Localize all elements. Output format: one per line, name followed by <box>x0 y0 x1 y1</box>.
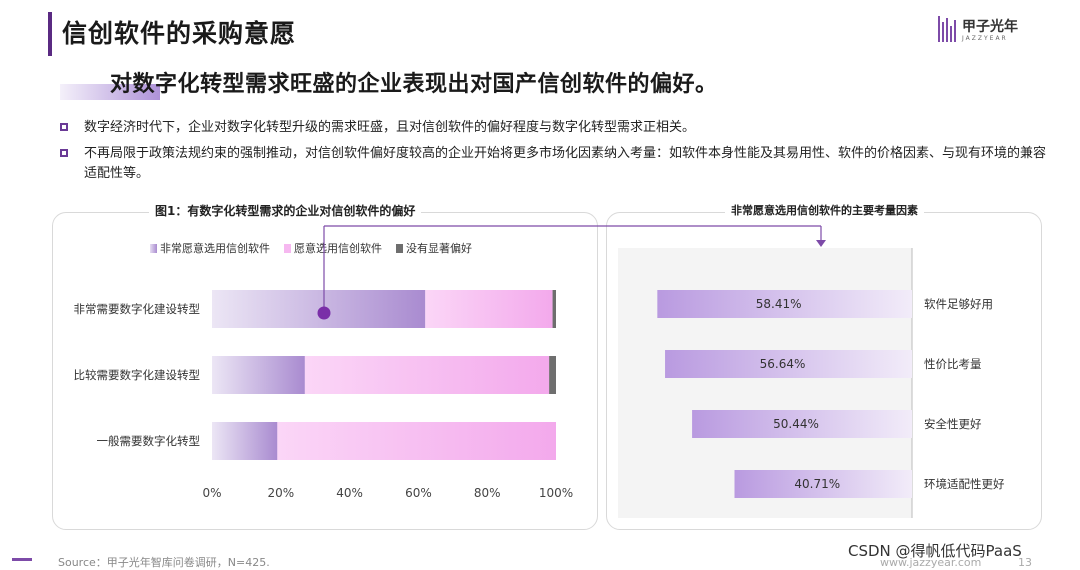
bullet-square-icon <box>60 123 68 131</box>
logo-bars-icon <box>938 16 956 42</box>
x-tick-label: 20% <box>267 486 294 500</box>
bar-segment <box>549 356 556 394</box>
bar-value-label: 40.71% <box>794 477 840 491</box>
left-chart: 0% 20% 40% 60% 80% 100% 非常需要数字化建设转型比较需要数字化建设转型… <box>74 290 573 500</box>
bar-segment <box>304 356 550 394</box>
bar-segment <box>552 290 556 328</box>
legend-swatch <box>396 243 403 253</box>
title-accent-bar <box>48 12 52 56</box>
bullet-square-icon <box>60 149 68 157</box>
factor-label: 环境适配性更好 <box>924 477 1005 491</box>
legend-item: 愿意选用信创软件 <box>284 240 382 256</box>
bar-value-label: 50.44% <box>773 417 819 431</box>
x-tick-label: 40% <box>336 486 363 500</box>
bar-segment <box>212 422 278 460</box>
legend-label: 没有显著偏好 <box>406 242 472 255</box>
source-note: Source：甲子光年智库问卷调研，N=425. <box>58 556 270 569</box>
factor-bar <box>734 470 912 498</box>
right-chart-title: 非常愿意选用信创软件的主要考量因素 <box>725 202 924 218</box>
bullet-text: 数字经济时代下，企业对数字化转型升级的需求旺盛，且对信创软件的偏好程度与数字化转… <box>84 120 696 135</box>
chart-legend: 非常愿意选用信创软件 愿意选用信创软件 没有显著偏好 <box>150 240 472 256</box>
x-tick-label: 0% <box>202 486 221 500</box>
logo-subtext: JAZZYEAR <box>962 35 1008 42</box>
left-chart-title: 图1：有数字化转型需求的企业对信创软件的偏好 <box>149 202 422 219</box>
bullet-item: 数字经济时代下，企业对数字化转型升级的需求旺盛，且对信创软件的偏好程度与数字化转… <box>60 118 1050 138</box>
legend-item: 非常愿意选用信创软件 <box>150 240 270 256</box>
legend-label: 非常愿意选用信创软件 <box>160 242 270 255</box>
legend-item: 没有显著偏好 <box>396 240 472 256</box>
legend-swatch <box>284 243 291 253</box>
bar-value-label: 56.64% <box>760 357 806 371</box>
legend-label: 愿意选用信创软件 <box>294 242 382 255</box>
category-label: 一般需要数字化转型 <box>97 434 201 448</box>
website-text: www.jazzyear.com <box>880 556 982 569</box>
csdn-watermark: CSDN @得帆低代码PaaS <box>848 542 1022 560</box>
footer-accent <box>12 558 32 561</box>
x-tick-label: 80% <box>474 486 501 500</box>
legend-swatch <box>150 243 157 253</box>
bullet-text: 不再局限于政策法规约束的强制推动，对信创软件偏好度较高的企业开始将更多市场化因素… <box>84 146 1047 181</box>
connector-dot-icon <box>317 306 331 320</box>
bullet-item: 不再局限于政策法规约束的强制推动，对信创软件偏好度较高的企业开始将更多市场化因素… <box>60 144 1050 184</box>
bar-segment <box>212 290 426 328</box>
page-title: 信创软件的采购意愿 <box>62 19 297 48</box>
factor-bar <box>665 350 912 378</box>
right-chart: 58.41% 软件足够好用 56.64% 性价比考量 50.44% 安全性更好 40.71%… <box>657 290 1005 498</box>
logo-text: 甲子光年 <box>962 19 1018 35</box>
brand-logo: 甲子光年 JAZZYEAR <box>938 16 1018 42</box>
factor-bar <box>657 290 912 318</box>
category-label: 比较需要数字化建设转型 <box>74 368 201 382</box>
factor-label: 性价比考量 <box>924 357 982 371</box>
bar-segment <box>212 356 305 394</box>
category-label: 非常需要数字化建设转型 <box>74 302 201 316</box>
factor-bar <box>692 410 912 438</box>
page-number: 13 <box>1018 556 1032 569</box>
x-tick-label: 60% <box>405 486 432 500</box>
bar-segment <box>277 422 556 460</box>
factor-label: 安全性更好 <box>924 417 982 431</box>
x-tick-label: 100% <box>539 486 573 500</box>
bar-value-label: 58.41% <box>756 297 802 311</box>
bar-segment <box>425 290 553 328</box>
headline-decoration <box>60 84 160 100</box>
factor-label: 软件足够好用 <box>924 297 993 311</box>
headline: 对数字化转型需求旺盛的企业表现出对国产信创软件的偏好。 <box>110 72 718 97</box>
connector-arrow <box>317 225 826 320</box>
